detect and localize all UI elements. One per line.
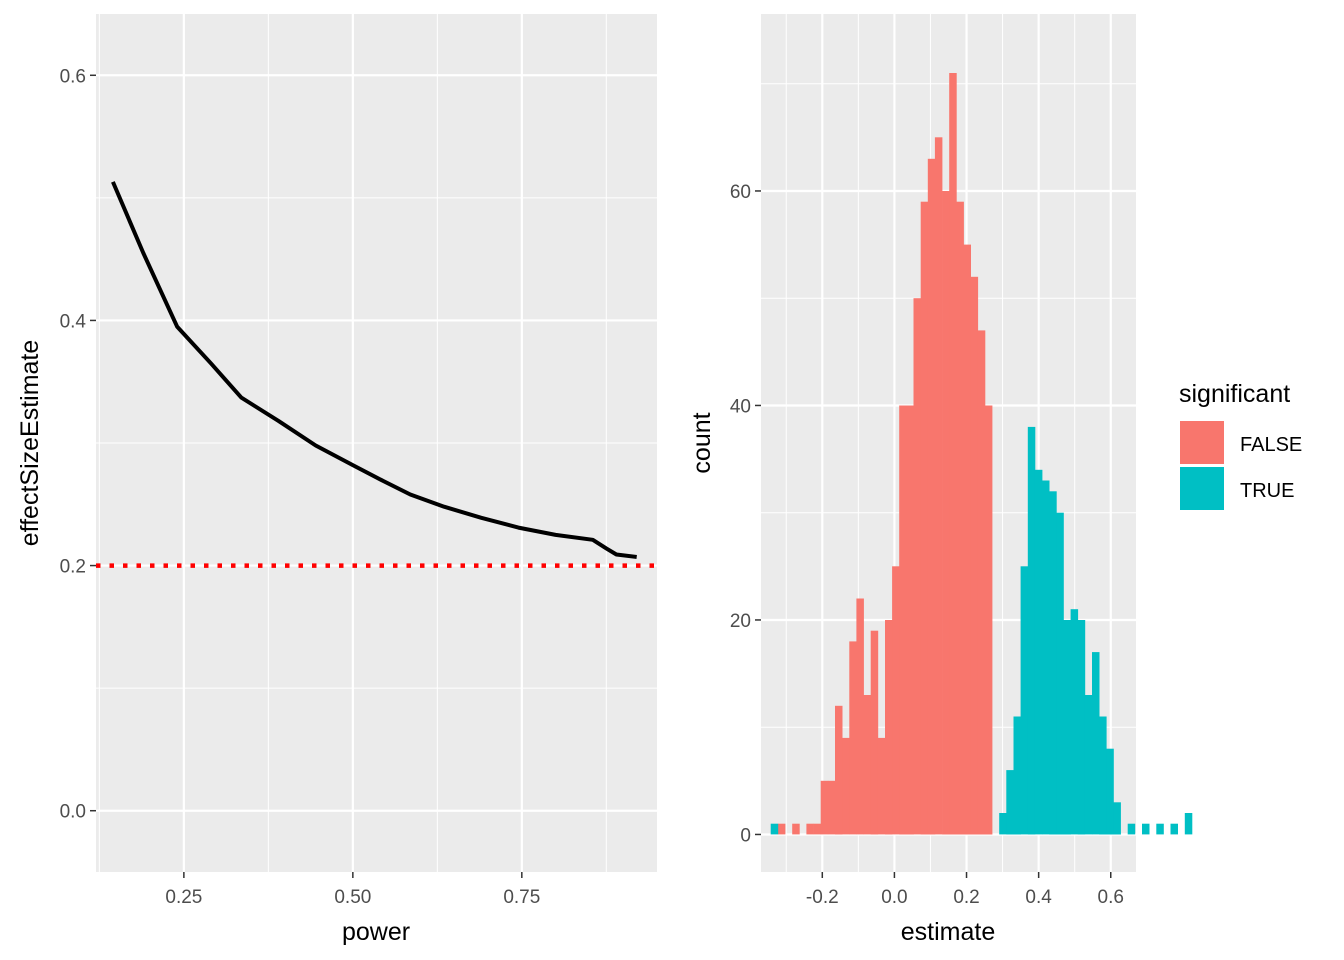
x-tick-label: 0.2 xyxy=(953,887,979,908)
bar-false xyxy=(849,641,857,835)
bar-false xyxy=(877,737,886,835)
bar-true xyxy=(1099,716,1107,835)
bar-true xyxy=(999,813,1007,835)
bar-false xyxy=(913,298,921,835)
left-y-axis-title: effectSizeEstimate xyxy=(16,340,44,547)
bar-false xyxy=(842,737,850,835)
left-gridlines xyxy=(96,14,657,872)
bar-true xyxy=(1042,480,1050,835)
bar-true xyxy=(1156,823,1164,835)
legend-key-false xyxy=(1180,421,1224,464)
x-tick-label: 0.6 xyxy=(1098,887,1124,908)
bar-false xyxy=(856,598,864,835)
x-tick-label: 0.75 xyxy=(503,887,540,908)
right-x-axis-title: estimate xyxy=(901,918,995,946)
bar-false xyxy=(892,566,900,835)
y-tick-label: 0.2 xyxy=(60,557,86,578)
left-x-ticks: 0.25 0.50 0.75 xyxy=(165,872,540,908)
bar-true xyxy=(1056,512,1064,835)
right-marks xyxy=(770,73,1193,835)
bar-false xyxy=(899,405,907,835)
bar-false xyxy=(956,201,964,835)
bar-false xyxy=(863,695,871,835)
bar-true xyxy=(1034,469,1043,835)
right-x-ticks: -0.2 0.0 0.2 0.4 0.6 xyxy=(806,872,1124,908)
bar-true xyxy=(1127,823,1136,835)
bar-false xyxy=(927,158,936,835)
bar-true xyxy=(1184,813,1193,835)
legend-title: significant xyxy=(1179,380,1290,408)
y-tick-label: 0 xyxy=(740,825,751,846)
bar-false xyxy=(885,620,893,835)
bar-false xyxy=(934,137,943,835)
bar-false xyxy=(777,823,786,835)
bar-false xyxy=(963,244,971,835)
bar-true xyxy=(1013,716,1021,835)
bar-true xyxy=(1027,426,1036,835)
bar-true xyxy=(1006,770,1014,835)
bar-true xyxy=(1084,695,1093,835)
x-tick-label: 0.25 xyxy=(165,887,202,908)
left-x-axis-title: power xyxy=(342,918,410,946)
right-y-ticks: 0 20 40 60 xyxy=(730,182,761,846)
y-tick-label: 60 xyxy=(730,182,751,203)
y-tick-label: 40 xyxy=(730,396,751,417)
bar-true xyxy=(1142,823,1150,835)
left-y-ticks: 0.0 0.2 0.4 0.6 xyxy=(60,66,96,823)
bar-false xyxy=(970,276,979,835)
bar-false xyxy=(942,191,950,835)
right-plot-panel: -0.2 0.0 0.2 0.4 0.6 0 20 40 60 estimate count xyxy=(688,14,1193,946)
bar-true xyxy=(1106,748,1114,835)
y-tick-label: 0.0 xyxy=(60,802,86,823)
bar-false xyxy=(870,630,879,835)
bar-true xyxy=(1020,566,1029,835)
bar-false xyxy=(920,201,929,835)
bar-false xyxy=(827,780,836,835)
legend-label-false: FALSE xyxy=(1240,434,1302,456)
bar-false xyxy=(949,73,957,835)
legend-label-true: TRUE xyxy=(1240,480,1294,502)
x-tick-label: 0.4 xyxy=(1025,887,1052,908)
left-plot-panel: 0.25 0.50 0.75 0.0 0.2 0.4 0.6 power effectSi… xyxy=(16,14,657,946)
x-tick-label: -0.2 xyxy=(806,887,839,908)
bar-true xyxy=(1070,609,1079,835)
left-marks xyxy=(96,181,657,568)
bar-false xyxy=(792,823,800,835)
bar-false xyxy=(813,823,822,835)
x-tick-label: 0.50 xyxy=(334,887,371,908)
bar-false xyxy=(906,405,914,835)
bar-false xyxy=(977,330,986,835)
bar-true xyxy=(1113,802,1121,835)
bar-true xyxy=(1063,620,1071,835)
bar-true xyxy=(1170,823,1178,835)
bar-false xyxy=(806,823,814,835)
bar-false xyxy=(835,705,843,835)
legend: significant FALSE TRUE xyxy=(1179,380,1302,510)
y-tick-label: 0.6 xyxy=(60,66,86,87)
bar-true xyxy=(1049,491,1057,835)
y-tick-label: 20 xyxy=(730,611,751,632)
bar-false xyxy=(984,405,993,835)
right-y-axis-title: count xyxy=(688,412,716,473)
y-tick-label: 0.4 xyxy=(60,311,87,332)
legend-key-true xyxy=(1180,467,1224,510)
bar-false xyxy=(820,780,829,835)
bar-true xyxy=(1092,652,1100,835)
bar-true xyxy=(770,823,779,835)
x-tick-label: 0.0 xyxy=(881,887,907,908)
effect-size-line xyxy=(111,181,637,559)
bar-true xyxy=(1077,620,1086,835)
